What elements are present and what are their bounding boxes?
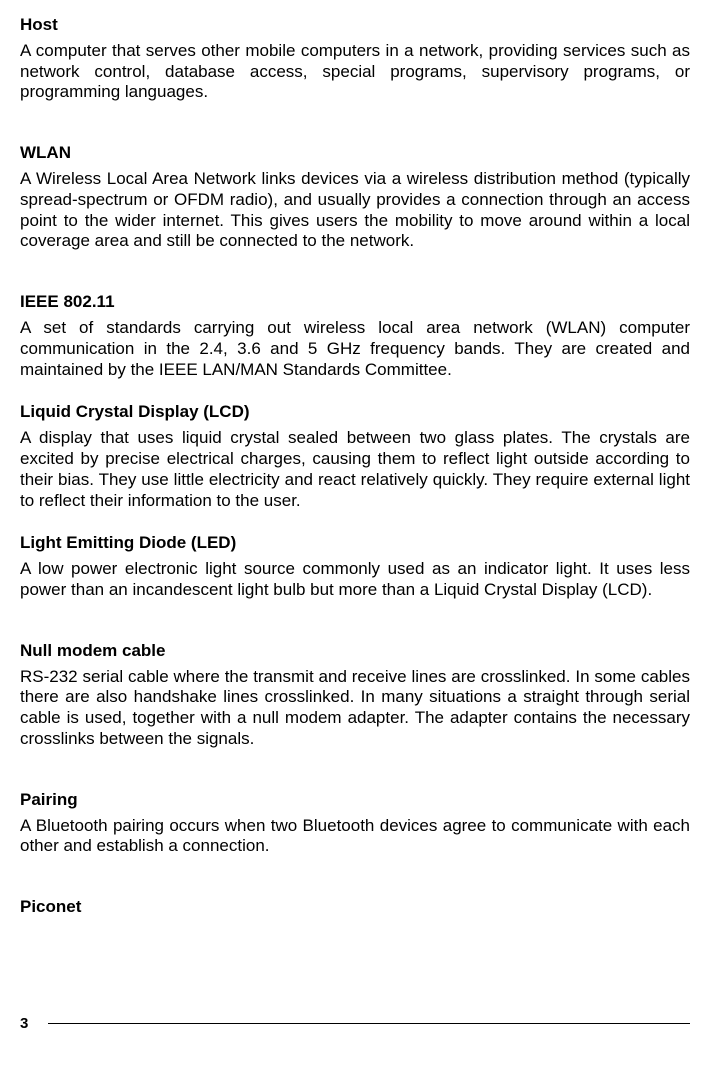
term-body: A Bluetooth pairing occurs when two Blue… <box>20 816 690 857</box>
term-title: Liquid Crystal Display (LCD) <box>20 402 690 422</box>
term-title: WLAN <box>20 143 690 163</box>
term-title: Piconet <box>20 897 690 917</box>
term-title: Light Emitting Diode (LED) <box>20 533 690 553</box>
term-title: Host <box>20 15 690 35</box>
term-body: A Wireless Local Area Network links devi… <box>20 169 690 252</box>
term-title: IEEE 802.11 <box>20 292 690 312</box>
term-title: Null modem cable <box>20 641 690 661</box>
footer-rule <box>48 1023 690 1024</box>
page-footer: 3 <box>20 1023 690 1026</box>
document-content: Host A computer that serves other mobile … <box>20 15 690 917</box>
term-title: Pairing <box>20 790 690 810</box>
term-body: A low power electronic light source comm… <box>20 559 690 600</box>
term-body: A computer that serves other mobile comp… <box>20 41 690 103</box>
term-body: A set of standards carrying out wireless… <box>20 318 690 380</box>
term-body: A display that uses liquid crystal seale… <box>20 428 690 511</box>
page-number: 3 <box>20 1015 28 1032</box>
term-body: RS-232 serial cable where the transmit a… <box>20 667 690 750</box>
